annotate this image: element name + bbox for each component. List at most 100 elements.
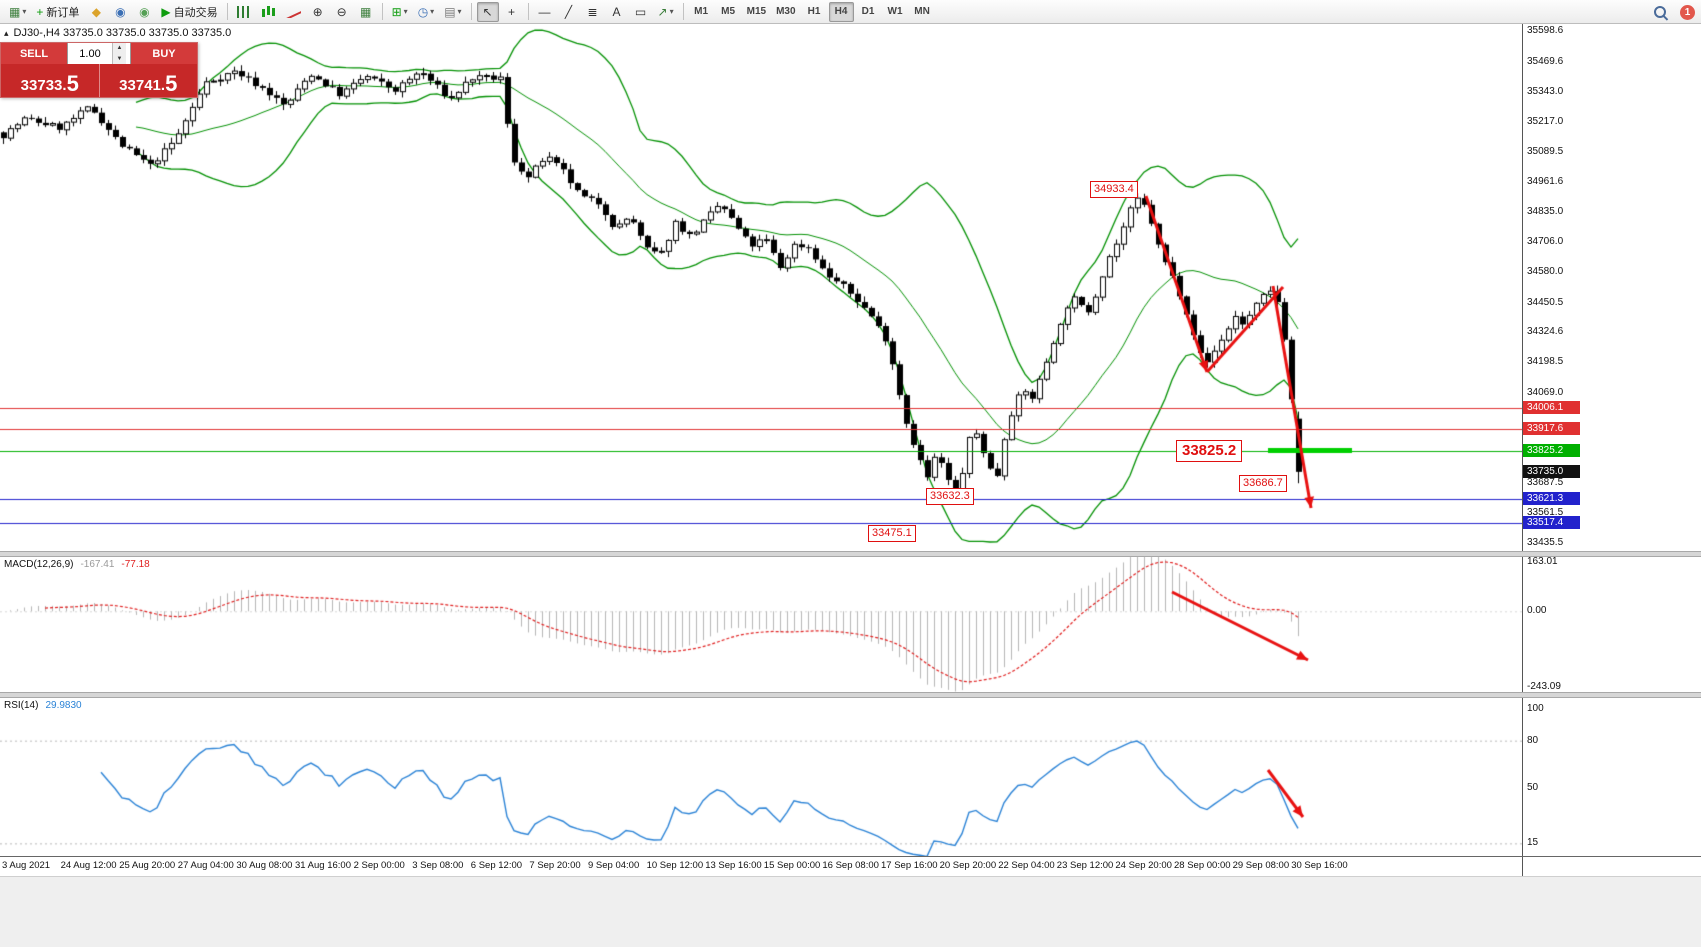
timeframe-w1[interactable]: W1: [887, 6, 903, 17]
sell-button[interactable]: SELL: [1, 43, 67, 64]
arrows-icon[interactable]: ↗ ▾: [654, 2, 678, 22]
timeframe-m15[interactable]: M15: [746, 6, 767, 17]
price-annotation[interactable]: 33632.3: [926, 488, 974, 506]
time-axis[interactable]: 3 Aug 2021 24 Aug 12:00 25 Aug 20:00 27 Aug…: [0, 857, 1522, 876]
volume-input[interactable]: [68, 43, 112, 64]
label-icon[interactable]: ▭: [630, 2, 652, 22]
price-line-label: 34006.1: [1523, 400, 1580, 414]
collapse-trade-panel-icon[interactable]: ▴: [4, 27, 9, 38]
price-tick: 33435.5: [1527, 536, 1564, 548]
timeframe-m30[interactable]: M30: [776, 6, 796, 17]
time-label: 2 Sep 00:00: [353, 860, 405, 871]
timeframe-d1[interactable]: D1: [861, 6, 875, 17]
horizontal-line-icon[interactable]: —: [534, 2, 556, 22]
zoom-in-icon[interactable]: ⊕: [307, 2, 329, 22]
crosshair-icon[interactable]: +: [501, 2, 523, 22]
tile-windows-icon[interactable]: ▦: [355, 2, 377, 22]
chevron-down-icon: ▾: [403, 7, 408, 16]
price-annotation[interactable]: 34933.4: [1090, 180, 1138, 198]
sell-price-pip: 5: [66, 71, 79, 97]
search-icon[interactable]: [1653, 5, 1668, 20]
time-label: 20 Sep 20:00: [939, 860, 997, 871]
time-label: 24 Aug 12:00: [60, 860, 117, 871]
bar-chart-type-icon[interactable]: [233, 2, 255, 22]
price-tick: 34835.0: [1527, 205, 1564, 217]
macd-axis-label: 0.00: [1527, 605, 1547, 617]
price-line-label: 33621.3: [1523, 491, 1580, 505]
rsi-axis-label: 50: [1527, 782, 1539, 794]
price-pane: ▴ DJ30-,H4 33735.0 33735.0 33735.0 33735…: [0, 24, 1522, 551]
candlestick-type-icon[interactable]: [257, 2, 280, 22]
time-label: 7 Sep 20:00: [529, 860, 581, 871]
rsi-canvas[interactable]: [0, 698, 1522, 856]
time-label: 30 Aug 08:00: [236, 860, 293, 871]
buy-button[interactable]: BUY: [131, 43, 197, 64]
price-chart-canvas[interactable]: [0, 24, 1522, 551]
volume-down-icon[interactable]: ▼: [113, 53, 126, 64]
timeframe-h4[interactable]: H4: [828, 1, 854, 22]
time-label: 3 Sep 08:00: [412, 860, 464, 871]
community-icon[interactable]: ◉: [109, 2, 131, 22]
line-chart-type-icon[interactable]: [282, 2, 305, 22]
pane-separator[interactable]: [0, 551, 1701, 557]
macd-canvas[interactable]: [0, 557, 1522, 692]
price-annotation[interactable]: 33825.2: [1176, 439, 1243, 462]
trendline-icon[interactable]: ╱: [558, 2, 580, 22]
label-icon: ▭: [634, 4, 647, 19]
template-icon: ▤: [444, 4, 456, 19]
new-order-button-label: 新订单: [46, 6, 80, 19]
macd-axis-label: 163.01: [1527, 557, 1558, 567]
time-label: 30 Sep 16:00: [1291, 860, 1348, 871]
price-axis[interactable]: 35598.6 35469.6 35343.0 35217.0 35089.5 34961…: [1522, 24, 1580, 551]
price-tick: 35343.0: [1527, 85, 1564, 97]
macd-signal-value: -77.18: [121, 559, 150, 570]
timeframe-h1[interactable]: H1: [807, 6, 821, 17]
time-label: 10 Sep 12:00: [646, 860, 704, 871]
notification-badge[interactable]: 1: [1680, 4, 1695, 20]
timeframe-m5[interactable]: M5: [721, 6, 736, 17]
megaphone-icon[interactable]: ◆: [85, 2, 107, 22]
price-line-label: 33917.6: [1523, 421, 1580, 435]
rsi-axis[interactable]: 100 80 50 15: [1522, 698, 1580, 856]
buy-price[interactable]: 33741. 5: [98, 64, 198, 97]
current-price-label: 33735.0: [1523, 464, 1580, 478]
text-icon[interactable]: A: [606, 2, 628, 22]
toolbar: ▦ ▾ + 新订单 ◆ ◉ ◉ ▶ 自动交易 ⊕ ⊖ ▦ ⊞ ▾ ◷ ▾ ▤ ▾ ↖ + — ╱ ≣ A ▭ ↗ ▾ M1 M5 M15 M…: [0, 0, 1701, 24]
price-tick: 34069.0: [1527, 386, 1564, 398]
time-label: 23 Sep 12:00: [1056, 860, 1114, 871]
sell-price[interactable]: 33733. 5: [1, 64, 99, 97]
web-terminal-icon[interactable]: ◉: [133, 2, 155, 22]
volume-up-icon[interactable]: ▲: [113, 43, 126, 54]
time-row: 3 Aug 2021 24 Aug 12:00 25 Aug 20:00 27 Aug…: [0, 856, 1701, 876]
price-tick: 34706.0: [1527, 236, 1564, 248]
time-axis-corner: [1522, 857, 1580, 876]
horizontal-line-icon: —: [538, 4, 551, 19]
zoom-out-icon: ⊖: [336, 4, 347, 19]
new-chart-icon[interactable]: ▦ ▾: [5, 2, 30, 22]
toolbar-separator: [470, 3, 472, 20]
toolbar-separator: [527, 3, 529, 20]
price-annotation[interactable]: 33475.1: [868, 525, 916, 543]
timeframe-m1[interactable]: M1: [694, 6, 709, 17]
new-order-button[interactable]: + 新订单: [32, 2, 83, 22]
macd-axis[interactable]: 163.01 0.00 -243.09: [1522, 557, 1580, 692]
pane-separator[interactable]: [0, 692, 1701, 698]
indicators-icon[interactable]: ⊞ ▾: [388, 2, 412, 22]
price-tick: 35469.6: [1527, 55, 1564, 67]
web-terminal-icon: ◉: [139, 4, 150, 19]
rsi-row: RSI(14) 29.9830 100 80 50 15: [0, 698, 1701, 856]
price-line-label: 33825.2: [1523, 443, 1580, 457]
template-icon[interactable]: ▤ ▾: [440, 2, 465, 22]
fibonacci-icon[interactable]: ≣: [582, 2, 604, 22]
time-label: 28 Sep 00:00: [1174, 860, 1231, 871]
period-icon[interactable]: ◷ ▾: [414, 2, 439, 22]
macd-axis-label: -243.09: [1527, 680, 1561, 692]
trendline-icon: ╱: [564, 4, 573, 19]
auto-trading-button[interactable]: ▶ 自动交易: [157, 2, 221, 22]
crosshair-icon: +: [508, 4, 516, 19]
timeframe-mn[interactable]: MN: [914, 6, 930, 17]
cursor-icon[interactable]: ↖: [476, 1, 499, 22]
zoom-out-icon[interactable]: ⊖: [331, 2, 353, 22]
price-annotation[interactable]: 33686.7: [1239, 475, 1287, 493]
price-tick: 35217.0: [1527, 115, 1564, 127]
